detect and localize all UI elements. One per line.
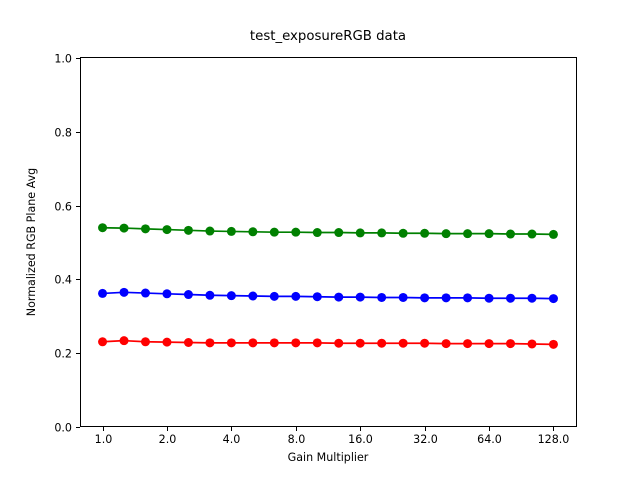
green-plane-avg-marker xyxy=(183,225,193,235)
y-tick-label: 0.0 xyxy=(54,422,72,435)
green-plane-avg-marker xyxy=(377,228,387,238)
red-plane-avg-marker xyxy=(248,338,258,348)
y-tick-label: 0.6 xyxy=(54,201,72,214)
y-tick-label: 0.8 xyxy=(54,127,72,140)
red-plane-avg-marker xyxy=(377,338,387,348)
blue-plane-avg-marker xyxy=(334,292,344,302)
red-plane-avg-marker xyxy=(420,338,430,348)
blue-plane-avg-marker xyxy=(506,293,516,303)
blue-plane-avg-marker xyxy=(398,292,408,302)
blue-plane-avg-marker xyxy=(119,287,129,297)
green-plane-avg-marker xyxy=(140,224,150,234)
x-tick-label: 64.0 xyxy=(477,433,502,446)
blue-plane-avg-marker xyxy=(463,293,473,303)
blue-plane-avg-line xyxy=(102,291,554,300)
green-plane-avg-marker xyxy=(226,226,236,236)
green-plane-avg-marker xyxy=(269,227,279,237)
red-plane-avg-marker xyxy=(398,338,408,348)
x-tick-label: 32.0 xyxy=(413,433,438,446)
blue-plane-avg-marker xyxy=(527,293,537,303)
red-plane-avg-marker xyxy=(506,339,516,349)
axes-frame xyxy=(80,57,577,427)
y-tick-label: 1.0 xyxy=(54,53,72,66)
x-axis-label: Gain Multiplier xyxy=(287,451,369,464)
x-tick-label: 128.0 xyxy=(538,433,570,446)
blue-plane-avg-marker xyxy=(226,291,236,301)
green-plane-avg-marker xyxy=(441,229,451,239)
green-plane-avg-marker xyxy=(248,227,258,237)
green-plane-avg-marker xyxy=(527,229,537,239)
blue-plane-avg-marker xyxy=(484,293,494,303)
red-plane-avg-marker xyxy=(548,339,558,349)
green-plane-avg-line xyxy=(102,226,554,236)
green-plane-avg-marker xyxy=(484,229,494,239)
red-plane-avg-line xyxy=(102,339,554,346)
green-plane-avg-marker xyxy=(355,228,365,238)
green-plane-avg-marker xyxy=(548,229,558,239)
red-plane-avg-marker xyxy=(291,338,301,348)
red-plane-avg-marker xyxy=(269,338,279,348)
blue-plane-avg-marker xyxy=(162,289,172,299)
red-plane-avg-marker xyxy=(162,337,172,347)
x-tick-label: 1.0 xyxy=(95,433,113,446)
green-plane-avg-marker xyxy=(463,229,473,239)
blue-plane-avg-marker xyxy=(183,290,193,300)
red-plane-avg-marker xyxy=(355,338,365,348)
green-plane-avg-marker xyxy=(420,228,430,238)
blue-plane-avg-marker xyxy=(291,291,301,301)
red-plane-avg-marker xyxy=(334,338,344,348)
red-plane-avg-marker xyxy=(463,339,473,349)
y-tick-label: 0.4 xyxy=(54,274,72,287)
red-plane-avg-marker xyxy=(312,338,322,348)
red-plane-avg-marker xyxy=(484,339,494,349)
red-plane-avg-marker xyxy=(119,336,129,346)
blue-plane-avg-marker xyxy=(205,290,215,300)
green-plane-avg-marker xyxy=(162,225,172,235)
blue-plane-avg-marker xyxy=(420,293,430,303)
y-tick-label: 0.2 xyxy=(54,348,72,361)
red-plane-avg-marker xyxy=(205,338,215,348)
blue-plane-avg-marker xyxy=(377,292,387,302)
blue-plane-avg-marker xyxy=(441,293,451,303)
blue-plane-avg-marker xyxy=(248,291,258,301)
blue-plane-avg-marker xyxy=(140,288,150,298)
x-tick-label: 4.0 xyxy=(223,433,241,446)
x-tick-label: 8.0 xyxy=(288,433,306,446)
green-plane-avg-marker xyxy=(291,227,301,237)
green-plane-avg-marker xyxy=(312,228,322,238)
green-plane-avg-marker xyxy=(398,228,408,238)
red-plane-avg-marker xyxy=(527,339,537,349)
blue-plane-avg-marker xyxy=(269,291,279,301)
red-plane-avg-marker xyxy=(183,337,193,347)
red-plane-avg-marker xyxy=(441,339,451,349)
x-tick-label: 2.0 xyxy=(159,433,177,446)
chart-title: test_exposureRGB data xyxy=(249,29,407,44)
blue-plane-avg-marker xyxy=(98,288,108,298)
red-plane-avg-marker xyxy=(98,337,108,347)
x-tick-label: 16.0 xyxy=(348,433,373,446)
red-plane-avg-marker xyxy=(140,337,150,347)
green-plane-avg-marker xyxy=(205,226,215,236)
green-plane-avg-marker xyxy=(506,229,516,239)
blue-plane-avg-marker xyxy=(355,292,365,302)
green-plane-avg-marker xyxy=(98,223,108,233)
blue-plane-avg-marker xyxy=(548,294,558,304)
green-plane-avg-marker xyxy=(119,223,129,233)
red-plane-avg-marker xyxy=(226,338,236,348)
blue-plane-avg-marker xyxy=(312,292,322,302)
green-plane-avg-marker xyxy=(334,228,344,238)
